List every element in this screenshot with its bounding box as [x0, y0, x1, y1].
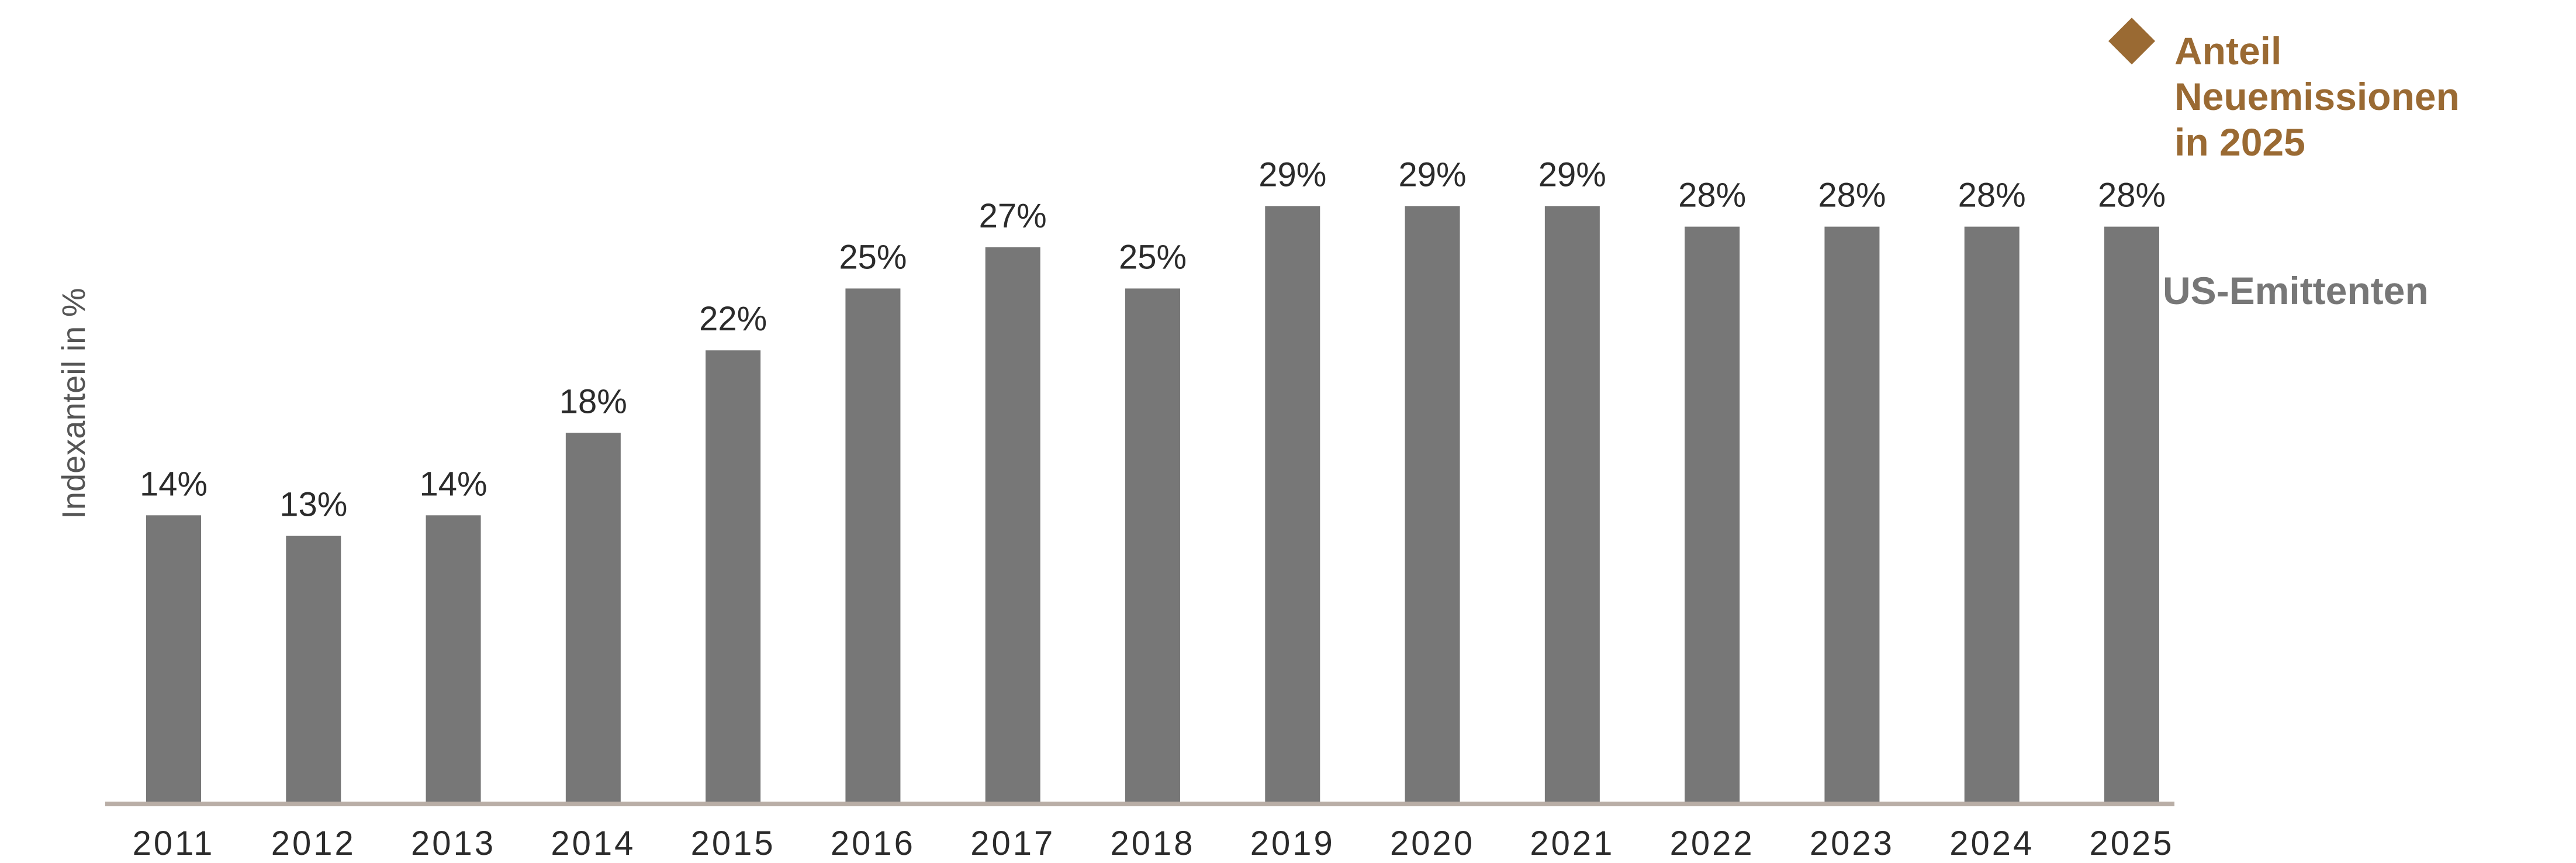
data-label-2024: 28%	[1958, 177, 2026, 215]
bar-2016	[845, 288, 901, 805]
bar-2017	[985, 247, 1040, 804]
data-label-2020: 29%	[1399, 156, 1467, 194]
legend-neuemissionen-line-2: Neuemissionen	[2174, 75, 2460, 118]
data-label-2012: 13%	[279, 486, 347, 524]
marker-label-2025: 37%	[2098, 0, 2166, 2]
bar-2020	[1405, 206, 1460, 804]
x-tick-2021: 2021	[1530, 824, 1614, 862]
data-label-2016: 25%	[839, 238, 907, 276]
data-label-2025: 28%	[2098, 177, 2166, 215]
y-axis-label: Indexanteil in %	[55, 288, 92, 519]
x-tick-2016: 2016	[831, 824, 915, 862]
x-tick-2014: 2014	[551, 824, 635, 862]
data-label-2018: 25%	[1119, 238, 1187, 276]
data-label-2019: 29%	[1258, 156, 1326, 194]
bar-2018	[1125, 288, 1180, 805]
x-tick-2020: 2020	[1390, 824, 1475, 862]
data-label-2021: 29%	[1538, 156, 1606, 194]
x-tick-2023: 2023	[1810, 824, 1894, 862]
bar-2022	[1685, 226, 1740, 804]
x-tick-2011: 2011	[133, 824, 215, 862]
new-issues-marker-group: 37%	[2098, 0, 2166, 65]
data-labels-group: 14% 13% 14% 18% 22% 25% 27% 25% 29% 29% 29% 28% 28% 2…	[140, 156, 2166, 523]
bar-2013	[426, 515, 481, 804]
x-tick-2015: 2015	[691, 824, 776, 862]
x-tick-2024: 2024	[1949, 824, 2034, 862]
bar-2011	[146, 515, 201, 804]
bar-2021	[1544, 206, 1600, 804]
bar-2012	[286, 536, 341, 804]
x-tick-2022: 2022	[1670, 824, 1755, 862]
diamond-marker-2025	[2108, 18, 2155, 65]
x-tick-2012: 2012	[271, 824, 356, 862]
bar-2014	[565, 433, 621, 804]
x-tick-2013: 2013	[411, 824, 496, 862]
data-label-2023: 28%	[1818, 177, 1886, 215]
bars-group	[146, 206, 2159, 805]
bar-2015	[706, 350, 761, 804]
legend-neuemissionen: Anteil Neuemissionen in 2025	[2174, 29, 2470, 164]
data-label-2015: 22%	[699, 300, 767, 338]
data-label-2022: 28%	[1678, 177, 1746, 215]
bar-2019	[1265, 206, 1320, 804]
data-label-2013: 14%	[420, 465, 487, 503]
bar-2023	[1824, 226, 1880, 804]
data-label-2017: 27%	[979, 197, 1047, 235]
legend-neuemissionen-line-3: in 2025	[2174, 120, 2305, 164]
x-tick-2019: 2019	[1250, 824, 1335, 862]
data-label-2011: 14%	[140, 465, 208, 503]
data-label-2014: 18%	[559, 382, 627, 420]
legend-us-emittenten: US-Emittenten	[2163, 269, 2429, 312]
bar-2024	[1964, 226, 2020, 804]
bar-2025	[2104, 226, 2159, 804]
x-tick-2025: 2025	[2089, 824, 2174, 862]
x-tick-labels-group: 2011 2012 2013 2014 2015 2016 2017 2018 2019 2020…	[133, 824, 2174, 862]
x-tick-2017: 2017	[970, 824, 1055, 862]
x-tick-2018: 2018	[1110, 824, 1195, 862]
legend-neuemissionen-line-1: Anteil	[2174, 29, 2281, 73]
